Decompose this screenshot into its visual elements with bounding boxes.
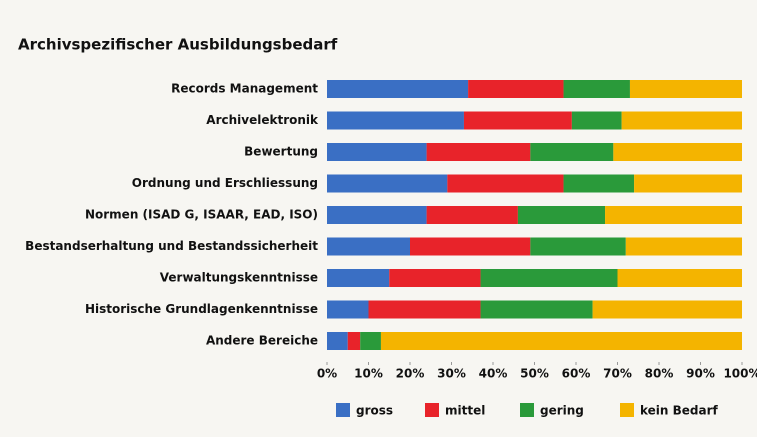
legend-label: gering: [540, 404, 584, 418]
bar-segment: [389, 269, 481, 287]
bar-segment: [625, 237, 742, 256]
bar-segment: [613, 143, 742, 161]
bar-segment: [327, 174, 448, 193]
bar-segment: [634, 174, 742, 193]
y-tick-label: Andere Bereiche: [206, 334, 318, 348]
y-tick-label: Ordnung und Erschliessung: [132, 176, 318, 190]
bar-segment: [327, 237, 410, 256]
bar-segment: [480, 269, 618, 287]
bar-segment: [530, 237, 626, 256]
bar-segment: [571, 111, 622, 130]
bar-segment: [447, 174, 564, 193]
x-tick-label: 20%: [396, 367, 425, 381]
bar-segment: [327, 269, 390, 287]
y-tick-label: Normen (ISAD G, ISAAR, EAD, ISO): [85, 208, 318, 222]
legend-swatch: [336, 403, 350, 417]
bar-segment: [592, 300, 742, 319]
bar-segment: [463, 111, 572, 130]
x-tick-label: 50%: [520, 367, 549, 381]
x-tick-label: 60%: [562, 367, 591, 381]
bar-segment: [327, 206, 427, 224]
legend-label: gross: [356, 404, 393, 418]
y-tick-label: Verwaltungskenntnisse: [160, 271, 318, 285]
bar-segment: [617, 269, 742, 287]
x-tick-label: 80%: [645, 367, 674, 381]
bar-segment: [468, 80, 564, 98]
bar-segment: [380, 332, 742, 350]
bar-segment: [530, 143, 614, 161]
bar-segment: [327, 80, 469, 98]
bar-segment: [563, 80, 630, 98]
bar-segment: [360, 332, 381, 350]
chart-title: Archivspezifischer Ausbildungsbedarf: [18, 36, 338, 54]
bar-segment: [410, 237, 531, 256]
y-tick-label: Bewertung: [244, 145, 318, 159]
bar-segment: [327, 300, 369, 319]
legend-swatch: [520, 403, 534, 417]
bar-segment: [517, 206, 606, 224]
x-tick-label: 10%: [354, 367, 383, 381]
legend-swatch: [620, 403, 634, 417]
bar-segment: [368, 300, 481, 319]
x-tick-label: 70%: [603, 367, 632, 381]
bar-segment: [629, 80, 742, 98]
bar-segment: [347, 332, 361, 350]
bar-segment: [426, 143, 531, 161]
bar-segment: [426, 206, 518, 224]
x-tick-label: 100%: [723, 367, 757, 381]
x-tick-label: 90%: [686, 367, 715, 381]
x-tick-label: 40%: [479, 367, 508, 381]
legend-label: mittel: [445, 404, 485, 418]
x-tick-label: 30%: [437, 367, 466, 381]
y-tick-label: Bestandserhaltung und Bestandssicherheit: [25, 239, 318, 253]
bar-segment: [621, 111, 742, 130]
bar-segment: [327, 332, 348, 350]
bar-segment: [480, 300, 593, 319]
bar-segment: [327, 111, 464, 130]
legend-label: kein Bedarf: [640, 404, 719, 418]
bar-segment: [327, 143, 427, 161]
bar-segment: [563, 174, 635, 193]
y-tick-label: Archivelektronik: [206, 113, 319, 127]
legend-swatch: [425, 403, 439, 417]
y-tick-label: Historische Grundlagenkenntnisse: [85, 302, 318, 316]
y-tick-label: Records Management: [171, 82, 318, 96]
bar-segment: [605, 206, 742, 224]
x-tick-label: 0%: [317, 367, 337, 381]
